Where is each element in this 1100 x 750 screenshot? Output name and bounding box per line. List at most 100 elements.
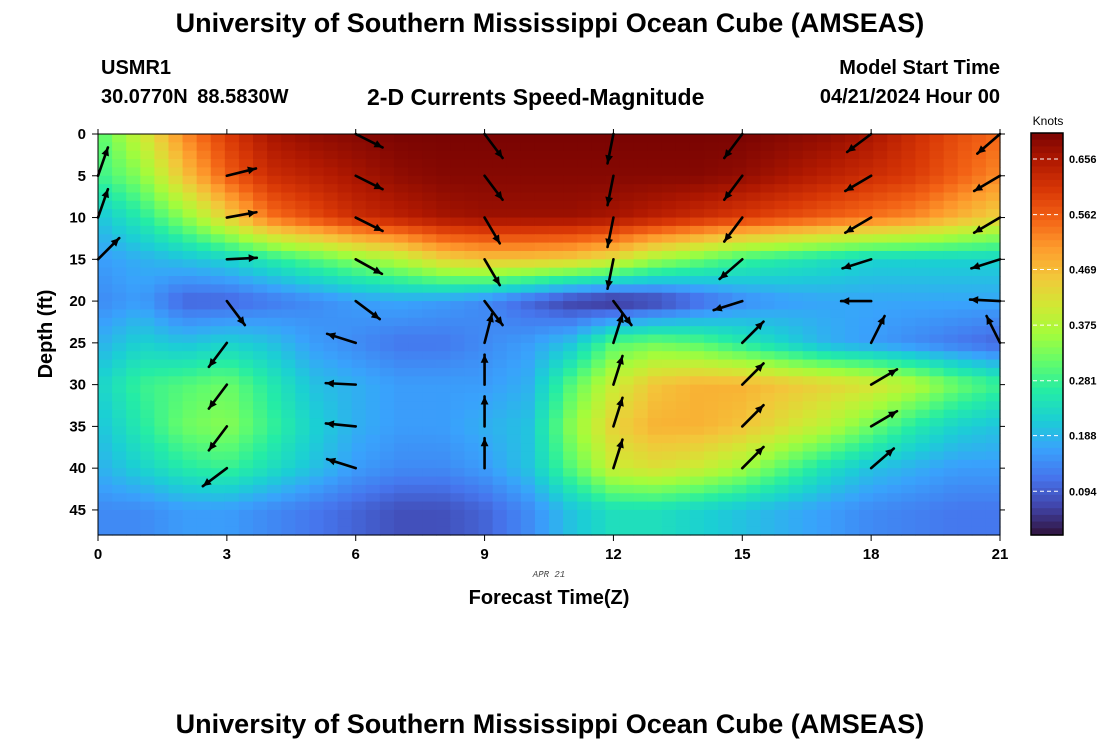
heatmap-cell: [154, 451, 170, 461]
heatmap-cell: [154, 476, 170, 486]
heatmap-cell: [915, 267, 931, 277]
heatmap-cell: [126, 276, 141, 285]
heatmap-cell: [140, 292, 155, 302]
heatmap-cell: [309, 167, 325, 177]
heatmap-cell: [464, 426, 480, 436]
heatmap-cell: [675, 142, 691, 152]
heatmap-cell: [506, 150, 522, 160]
heatmap-cell: [182, 175, 198, 185]
heatmap-cell: [760, 484, 776, 494]
heatmap-cell: [182, 250, 198, 260]
heatmap-cell: [732, 159, 747, 169]
heatmap-cell: [732, 292, 747, 302]
heatmap-cell: [985, 292, 1001, 302]
heatmap-cell: [746, 526, 761, 536]
colorbar-segment: [1031, 273, 1063, 281]
heatmap-cell: [520, 434, 536, 444]
heatmap-cell: [112, 518, 127, 528]
heatmap-cell: [309, 276, 325, 285]
heatmap-cell: [788, 192, 804, 202]
colorbar-segment: [1031, 367, 1063, 375]
heatmap-cell: [985, 192, 1001, 202]
heatmap-cell: [98, 401, 113, 411]
heatmap-cell: [393, 518, 409, 528]
heatmap-cell: [520, 518, 536, 528]
heatmap-cell: [210, 284, 226, 294]
heatmap-cell: [309, 518, 325, 528]
heatmap-cell: [943, 359, 959, 369]
heatmap-cell: [887, 401, 902, 411]
heatmap-cell: [224, 359, 240, 369]
heatmap-cell: [238, 326, 254, 336]
current-vector: [483, 216, 502, 245]
heatmap-cell: [408, 418, 423, 427]
heatmap-cell: [563, 518, 578, 528]
heatmap: [98, 134, 1001, 536]
heatmap-cell: [422, 284, 437, 294]
heatmap-cell: [267, 192, 282, 202]
heatmap-cell: [591, 217, 606, 227]
heatmap-cell: [365, 392, 381, 402]
heatmap-cell: [915, 142, 931, 152]
heatmap-cell: [732, 276, 747, 285]
heatmap-cell: [238, 376, 254, 386]
heatmap-cell: [887, 317, 902, 327]
heatmap-cell: [506, 192, 522, 202]
heatmap-cell: [196, 468, 212, 478]
heatmap-cell: [816, 468, 832, 478]
colorbar-segment: [1031, 260, 1063, 268]
heatmap-cell: [140, 192, 155, 202]
colorbar-segment: [1031, 220, 1063, 228]
heatmap-cell: [478, 493, 494, 503]
heatmap-cell: [704, 443, 719, 453]
heatmap-cell: [337, 317, 353, 327]
heatmap-cell: [309, 351, 325, 361]
heatmap-cell: [774, 159, 790, 169]
colorbar-segment: [1031, 387, 1063, 395]
heatmap-cell: [563, 459, 578, 469]
heatmap-cell: [478, 301, 494, 311]
heatmap-cell: [830, 443, 846, 453]
heatmap-cell: [379, 200, 395, 210]
heatmap-cell: [760, 301, 776, 311]
heatmap-cell: [112, 225, 127, 235]
heatmap-cell: [196, 200, 212, 210]
heatmap-cell: [98, 518, 113, 528]
heatmap-cell: [478, 159, 494, 169]
heatmap-cell: [943, 526, 959, 536]
heatmap-cell: [943, 301, 959, 311]
heatmap-cell: [957, 159, 973, 169]
heatmap-cell: [619, 134, 635, 143]
heatmap-cell: [816, 384, 832, 394]
heatmap-cell: [647, 284, 663, 294]
footer-title: University of Southern Mississippi Ocean…: [175, 709, 925, 739]
heatmap-cell: [337, 184, 353, 194]
heatmap-cell: [647, 217, 663, 227]
heatmap-cell: [760, 518, 776, 528]
heatmap-cell: [830, 276, 846, 285]
heatmap-cell: [140, 217, 155, 227]
heatmap-cell: [971, 234, 987, 244]
heatmap-cell: [140, 443, 155, 453]
heatmap-cell: [140, 326, 155, 336]
heatmap-cell: [112, 384, 127, 394]
heatmap-cell: [859, 159, 874, 169]
heatmap-cell: [760, 184, 776, 194]
heatmap-cell: [816, 242, 832, 252]
heatmap-cell: [408, 342, 423, 352]
heatmap-cell: [633, 468, 649, 478]
heatmap-cell: [591, 167, 606, 177]
heatmap-cell: [985, 250, 1001, 260]
heatmap-cell: [295, 493, 310, 503]
heatmap-cell: [393, 451, 409, 461]
heatmap-cell: [549, 367, 564, 377]
heatmap-cell: [450, 526, 466, 536]
heatmap-cell: [379, 250, 395, 260]
heatmap-cell: [619, 409, 635, 419]
heatmap-cell: [224, 242, 240, 252]
heatmap-cell: [844, 426, 860, 436]
heatmap-cell: [267, 384, 282, 394]
heatmap-cell: [901, 509, 917, 519]
heatmap-cell: [168, 209, 184, 219]
colorbar-segment: [1031, 441, 1063, 449]
